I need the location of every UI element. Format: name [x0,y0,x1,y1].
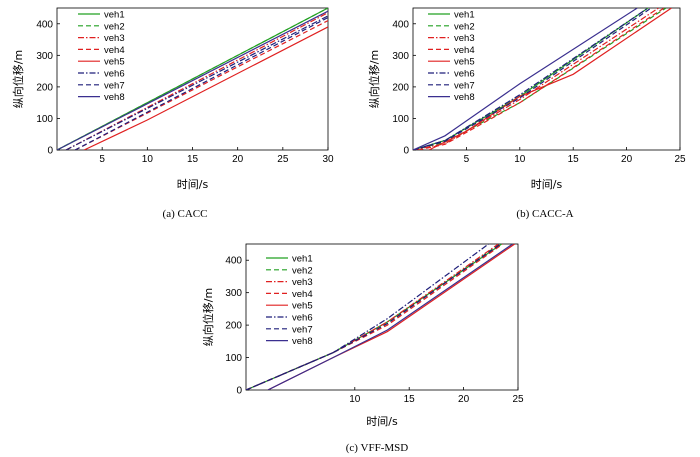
x-axis-label: 时间/s [531,178,563,191]
y-tick-label: 400 [36,19,53,30]
panel-caption: (c) VFF-MSD [346,442,409,454]
y-tick-label: 0 [403,146,409,157]
x-tick-label: 10 [142,154,154,165]
legend-label-veh3: veh3 [104,33,125,44]
legend-label-veh2: veh2 [292,265,313,276]
y-tick-label: 200 [36,82,53,93]
legend-label-veh5: veh5 [292,301,313,312]
legend-label-veh8: veh8 [292,336,313,347]
series-line-veh1 [413,8,649,150]
y-tick-label: 200 [392,82,409,93]
y-tick-label: 300 [392,51,409,62]
panel-caption: (a) CACC [163,208,208,220]
legend-label-veh1: veh1 [292,254,313,265]
y-tick-label: 100 [36,114,53,125]
x-tick-label: 5 [464,154,470,165]
legend-label-veh7: veh7 [454,80,475,91]
x-tick-label: 25 [674,154,686,165]
series-line-veh2 [413,8,667,150]
chart-panel-2: 5 10 15 20 250100200300400veh1veh2veh3veh4ve… [367,7,686,220]
series-line-veh7 [246,244,501,390]
x-tick-label: 15 [568,154,580,165]
y-tick-label: 0 [236,386,242,397]
x-axis-label: 时间/s [177,178,209,191]
series-lines [57,8,328,150]
legend-label-veh1: veh1 [104,10,125,21]
y-tick-label: 300 [36,51,53,62]
legend-label-veh5: veh5 [454,57,475,68]
legend-label-veh4: veh4 [454,45,475,56]
legend-label-veh3: veh3 [292,277,313,288]
x-tick-label: 25 [277,154,289,165]
y-tick-label: 200 [225,321,242,332]
x-axis-label: 时间/s [366,415,398,428]
series-line-veh6 [246,244,489,390]
series-lines [413,8,672,150]
y-tick-label: 100 [392,114,409,125]
legend-label-veh1: veh1 [454,10,475,21]
legend-label-veh4: veh4 [292,289,313,300]
y-tick-label: 100 [225,353,242,364]
series-line-veh8 [57,10,328,150]
x-tick-label: 20 [621,154,633,165]
y-axis-label: 纵向位移/m [11,50,25,108]
series-line-veh6 [65,15,328,150]
legend-label-veh2: veh2 [104,21,125,32]
y-tick-label: 300 [225,288,242,299]
legend-label-veh5: veh5 [104,57,125,68]
legend-label-veh8: veh8 [454,92,475,103]
series-line-veh2 [246,244,500,390]
series-line-veh3 [413,8,659,150]
legend-label-veh6: veh6 [454,69,475,80]
series-line-veh4 [246,244,504,390]
chart-panel-1: 5 10 15 20 25 300100200300400veh1veh2veh3veh4… [11,7,334,220]
legend-label-veh6: veh6 [292,313,313,324]
y-axis-label: 纵向位移/m [201,288,215,346]
x-tick-label: 5 [99,154,105,165]
x-tick-label: 15 [404,394,416,405]
plot-frame [412,7,681,151]
x-tick-label: 20 [458,394,470,405]
series-line-veh6 [413,8,649,150]
legend-label-veh4: veh4 [104,45,125,56]
legend-label-veh7: veh7 [292,324,313,335]
y-tick-label: 400 [225,256,242,267]
x-tick-label: 20 [232,154,244,165]
x-tick-label: 25 [512,394,524,405]
series-lines [246,244,516,390]
x-tick-label: 10 [349,394,361,405]
series-line-veh4 [74,20,328,150]
legend-label-veh7: veh7 [104,80,125,91]
legend-label-veh3: veh3 [454,33,475,44]
series-line-veh8 [413,8,638,150]
series-line-veh5 [428,8,672,150]
y-tick-label: 0 [47,146,53,157]
y-axis-label: 纵向位移/m [367,50,381,108]
plot-frame [245,243,519,391]
x-tick-label: 30 [322,154,334,165]
series-line-veh8 [267,244,513,390]
x-tick-label: 10 [514,154,526,165]
series-line-veh7 [413,8,652,150]
series-line-veh5 [83,26,328,150]
legend-label-veh2: veh2 [454,21,475,32]
legend-label-veh6: veh6 [104,69,125,80]
panel-caption: (b) CACC-A [516,208,573,220]
y-tick-label: 400 [392,19,409,30]
series-line-veh3 [246,244,499,390]
legend-label-veh8: veh8 [104,92,125,103]
series-line-veh1 [246,244,503,390]
x-tick-label: 15 [187,154,199,165]
